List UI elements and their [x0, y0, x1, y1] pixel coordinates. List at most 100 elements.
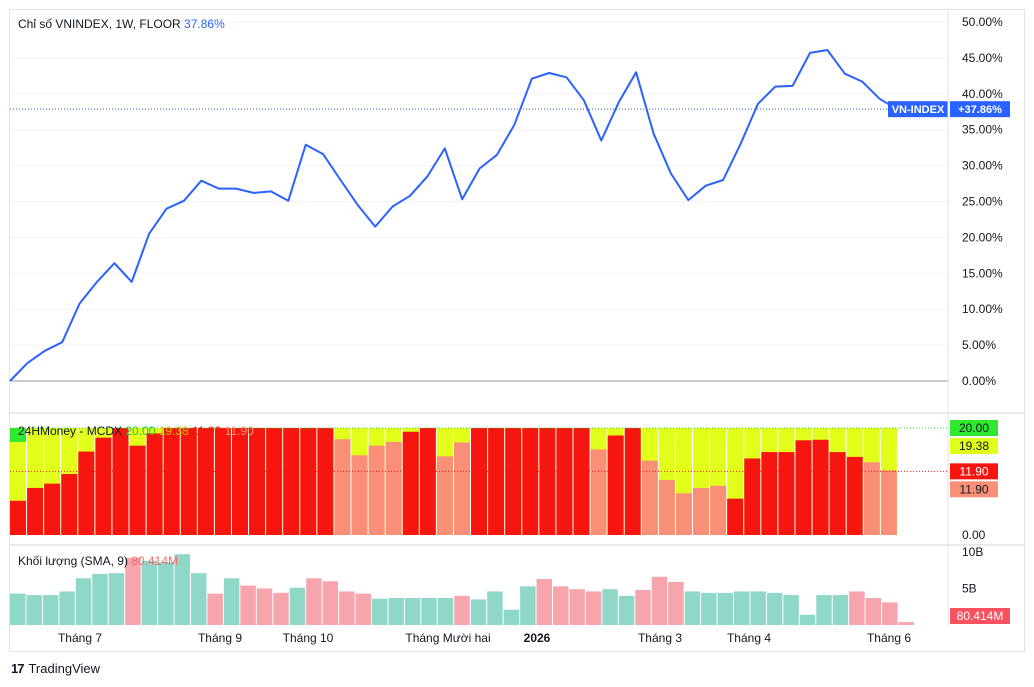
volume-bar	[372, 598, 388, 625]
volume-bar	[750, 591, 766, 625]
mcdx-red-bar	[27, 487, 44, 535]
mcdx-badge: 11.90	[959, 464, 988, 478]
mcdx-salmon-bar	[693, 487, 710, 535]
mcdx-red-bar	[846, 456, 863, 535]
volume-bar	[322, 581, 339, 625]
mcdx-green-bar	[10, 428, 27, 442]
volume-bar	[553, 586, 569, 625]
mcdx-tick-label: 0.00	[962, 528, 986, 542]
volume-bar	[520, 586, 536, 625]
mcdx-red-bar	[44, 483, 61, 535]
mcdx-salmon-bar	[334, 439, 351, 535]
volume-bar	[487, 591, 503, 625]
mcdx-salmon-bar	[863, 462, 880, 535]
mcdx-red-bar	[95, 437, 112, 535]
mcdx-salmon-bar	[385, 441, 402, 535]
mcdx-red-bar	[829, 452, 846, 535]
mcdx-red-bar	[146, 433, 163, 535]
mcdx-badge: 11.90	[959, 482, 988, 496]
volume-bar	[635, 589, 651, 625]
volume-bar	[10, 593, 26, 625]
mcdx-salmon-bar	[590, 449, 607, 535]
vnindex-label: VN-INDEX	[892, 104, 945, 116]
price-tick-label: 35.00%	[962, 123, 1003, 137]
time-tick-label: Tháng 7	[58, 631, 102, 645]
volume-bar	[602, 589, 618, 625]
mcdx-badge-bg	[950, 420, 998, 436]
mcdx-badge: 20.00	[959, 421, 989, 435]
volume-bar	[26, 595, 42, 625]
volume-bar	[141, 560, 158, 625]
volume-bar	[273, 592, 289, 625]
tradingview-brand: TradingView	[28, 661, 101, 676]
volume-bar	[59, 591, 75, 625]
mcdx-salmon-bar	[641, 460, 658, 535]
mcdx-red-bar	[266, 428, 283, 535]
mcdx-red-bar	[249, 428, 266, 535]
volume-bar	[191, 573, 207, 625]
mcdx-title: 24HMoney - MCDX 20.00 19.38 11.90 11.90	[18, 424, 254, 438]
price-tick-label: 5.00%	[962, 338, 996, 352]
volume-bar	[882, 602, 898, 625]
time-tick-label: Tháng Mười hai	[405, 631, 490, 645]
main-title: Chỉ số VNINDEX, 1W, FLOOR 37.86%	[18, 17, 225, 31]
chart-svg[interactable]: 50.00% 45.00% 40.00% 35.00% 30.00% 25.00% 20.0…	[0, 0, 1034, 660]
mcdx-red-bar	[231, 428, 249, 535]
mcdx-red-bar	[317, 428, 334, 535]
volume-bar	[256, 588, 273, 625]
mcdx-red-bar	[283, 428, 300, 535]
volume-bar	[306, 578, 322, 625]
volume-bar	[404, 597, 421, 625]
price-tick-label: 40.00%	[962, 87, 1003, 101]
volume-bar	[585, 591, 602, 625]
volume-bar	[849, 591, 865, 625]
mcdx-salmon-bar	[710, 485, 727, 535]
price-tick-label: 45.00%	[962, 51, 1003, 65]
mcdx-red-bar	[163, 428, 180, 535]
volume-bar	[355, 593, 372, 625]
time-tick-label: Tháng 9	[198, 631, 242, 645]
mcdx-red-bar	[61, 474, 78, 535]
mcdx-badge-bg	[950, 481, 998, 498]
price-tick-label: 30.00%	[962, 159, 1003, 173]
mcdx-red-bar	[10, 500, 27, 535]
time-tick-label: 2026	[524, 631, 551, 645]
mcdx-red-bar	[402, 431, 419, 535]
volume-bar	[240, 585, 256, 625]
volume-bar	[816, 595, 832, 625]
mcdx-red-bar	[607, 435, 624, 535]
mcdx-red-bar	[300, 428, 317, 535]
volume-bar	[158, 562, 174, 625]
volume-bar	[421, 597, 437, 625]
vnindex-line[interactable]	[9, 49, 898, 382]
mcdx-red-bar	[556, 428, 573, 535]
mcdx-red-bar	[727, 498, 744, 535]
volume-bar	[734, 591, 750, 625]
mcdx-red-bar	[812, 439, 829, 535]
mcdx-red-bar	[778, 452, 795, 535]
mcdx-red-bar	[795, 440, 812, 535]
volume-bar	[684, 591, 701, 625]
volume-bar	[898, 622, 915, 625]
time-tick-label: Tháng 4	[727, 631, 771, 645]
volume-bar	[783, 595, 799, 625]
volume-tick-label: 5B	[962, 582, 977, 596]
volume-bar	[75, 578, 92, 625]
tradingview-logo[interactable]: 17 TradingView	[11, 661, 100, 676]
mcdx-salmon-bar	[675, 493, 692, 535]
volume-bar	[569, 589, 585, 625]
mcdx-red-bar	[197, 428, 214, 535]
mcdx-red-bar	[505, 428, 522, 535]
mcdx-badge-bg	[950, 463, 998, 480]
mcdx-red-bar	[471, 428, 488, 535]
volume-bar	[717, 592, 734, 625]
mcdx-red-bar	[522, 428, 539, 535]
mcdx-red-bar	[761, 452, 778, 535]
volume-bar	[701, 592, 717, 625]
mcdx-salmon-bar	[453, 442, 471, 535]
mcdx-red-bar	[539, 428, 556, 535]
mcdx-red-bar	[180, 428, 197, 535]
volume-bar	[108, 573, 125, 625]
mcdx-salmon-bar	[351, 455, 368, 535]
price-tick-label: 15.00%	[962, 266, 1003, 280]
